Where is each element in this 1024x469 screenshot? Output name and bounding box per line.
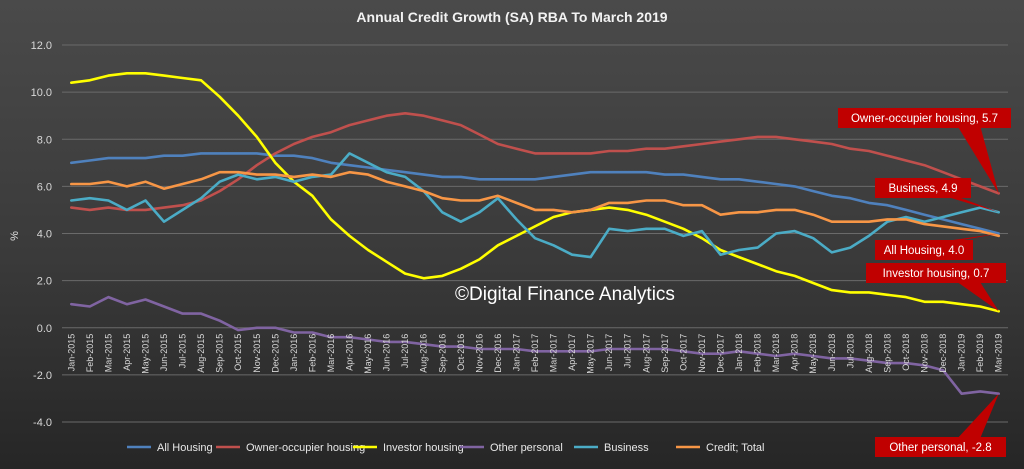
y-tick-label: 8.0 [37,134,52,146]
series-line-investor-housing [70,72,1001,313]
x-tick-label: Jun-2018 [827,334,837,372]
x-tick-label: Dec-2016 [493,334,503,373]
callout-label: Investor housing, 0.7 [883,268,990,280]
legend-label: Owner-occupier housing [246,442,365,454]
gridlines [62,44,1008,423]
callout-label: Business, 4.9 [888,183,957,195]
x-tick-label: Aug-2018 [864,334,874,373]
x-tick-label: May-2017 [586,334,596,374]
callout-box [875,240,973,260]
legend-label: Investor housing [383,442,464,454]
callout-pointer [951,198,999,213]
x-tick-label: Oct-2018 [901,334,911,371]
x-tick-label: Sep-2016 [437,334,447,373]
watermark: ©Digital Finance Analytics [455,284,675,305]
y-tick-label: 2.0 [37,276,52,288]
x-tick-label: Apr-2018 [790,334,800,371]
x-tick-label: Jun-2017 [604,334,614,372]
x-tick-label: Sep-2017 [660,334,670,373]
x-tick-label: Nov-2015 [252,334,262,373]
x-tick-label: Jan-2018 [734,334,744,372]
series-line-owner-occupier-housing [70,112,1001,212]
x-tick-label: Feb-2015 [85,334,95,373]
series-lines [70,72,1001,396]
y-tick-label: 10.0 [31,87,52,99]
chart-title: Annual Credit Growth (SA) RBA To March 2… [356,9,667,25]
callout-label: All Housing, 4.0 [884,245,965,257]
y-tick-label: 0.0 [37,323,52,335]
y-tick-label: 12.0 [31,40,52,52]
x-tick-label: Feb-2016 [307,334,317,373]
x-tick-label: Dec-2015 [270,334,280,373]
y-tick-label: 4.0 [37,229,52,241]
callout-pointer [958,128,999,194]
y-tick-label: 6.0 [37,181,52,193]
legend-label: Business [604,442,649,454]
legend-label: Other personal [490,442,563,454]
x-tick-label: Dec-2017 [715,334,725,373]
y-tick-label: -4.0 [33,417,52,429]
callout-label: Other personal, -2.8 [889,442,991,454]
x-tick-label: Jan-2016 [289,334,299,372]
x-tick-label: Feb-2017 [530,334,540,373]
callout-pointer [958,393,999,437]
x-tick-label: Aug-2016 [419,334,429,373]
legend: All Housing Owner-occupier housing Investo… [127,442,765,454]
x-tick-label: Nov-2018 [920,334,930,373]
x-tick-label: Feb-2018 [753,334,763,373]
legend-label: All Housing [157,442,213,454]
x-tick-label: Apr-2016 [345,334,355,371]
x-tick-label: Jun-2015 [159,334,169,372]
x-tick-label: Mar-2015 [103,334,113,373]
y-axis-label: % [9,231,21,241]
x-tick-label: Mar-2019 [994,334,1004,373]
x-tick-label: Jul-2016 [400,334,410,369]
x-tick-label: Jan-2015 [66,334,76,372]
x-tick-label: Mar-2018 [771,334,781,373]
series-line-credit-total [70,170,1001,238]
x-tick-label: Jul-2018 [845,334,855,369]
callout-box [866,263,1006,283]
x-tick-label: Aug-2015 [196,334,206,373]
callout-box [875,437,1006,457]
x-tick-label: Nov-2016 [474,334,484,373]
axis-labels: 12.0 10.0 8.0 6.0 4.0 2.0 0.0 -2.0 -4.0 Jan-2015 F… [31,40,1004,429]
x-tick-label: Apr-2017 [567,334,577,371]
x-tick-label: Sep-2018 [882,334,892,373]
x-tick-label: May-2018 [808,334,818,374]
x-tick-label: Oct-2017 [678,334,688,371]
callouts: Owner-occupier housing, 5.7 Business, 4.9… [838,108,1011,457]
callout-pointer [958,283,999,312]
callout-box [838,108,1011,128]
x-tick-label: Jul-2017 [623,334,633,369]
x-tick-label: Jan-2017 [511,334,521,372]
legend-label: Credit; Total [706,442,765,454]
x-tick-label: Jul-2015 [178,334,188,369]
callout-pointer [953,233,999,240]
series-line-business [70,152,1001,259]
x-tick-label: Mar-2017 [549,334,559,373]
y-tick-label: -2.0 [33,370,52,382]
x-tick-label: Jun-2016 [382,334,392,372]
callout-box [875,178,971,198]
x-tick-label: Aug-2017 [641,334,651,373]
x-tick-label: Apr-2015 [122,334,132,371]
x-tick-label: Jan-2019 [957,334,967,372]
series-line-all-housing [70,152,1001,235]
x-tick-label: Oct-2016 [456,334,466,371]
x-tick-label: May-2015 [140,334,150,374]
callout-label: Owner-occupier housing, 5.7 [851,113,998,125]
x-tick-label: Sep-2015 [215,334,225,373]
x-tick-label: Dec-2018 [938,334,948,373]
series-line-other-personal [70,295,1001,396]
x-tick-label: Feb-2019 [975,334,985,373]
x-tick-label: Oct-2015 [233,334,243,371]
x-tick-label: Nov-2017 [697,334,707,373]
x-tick-label: Mar-2016 [326,334,336,373]
x-tick-label: May-2016 [363,334,373,374]
